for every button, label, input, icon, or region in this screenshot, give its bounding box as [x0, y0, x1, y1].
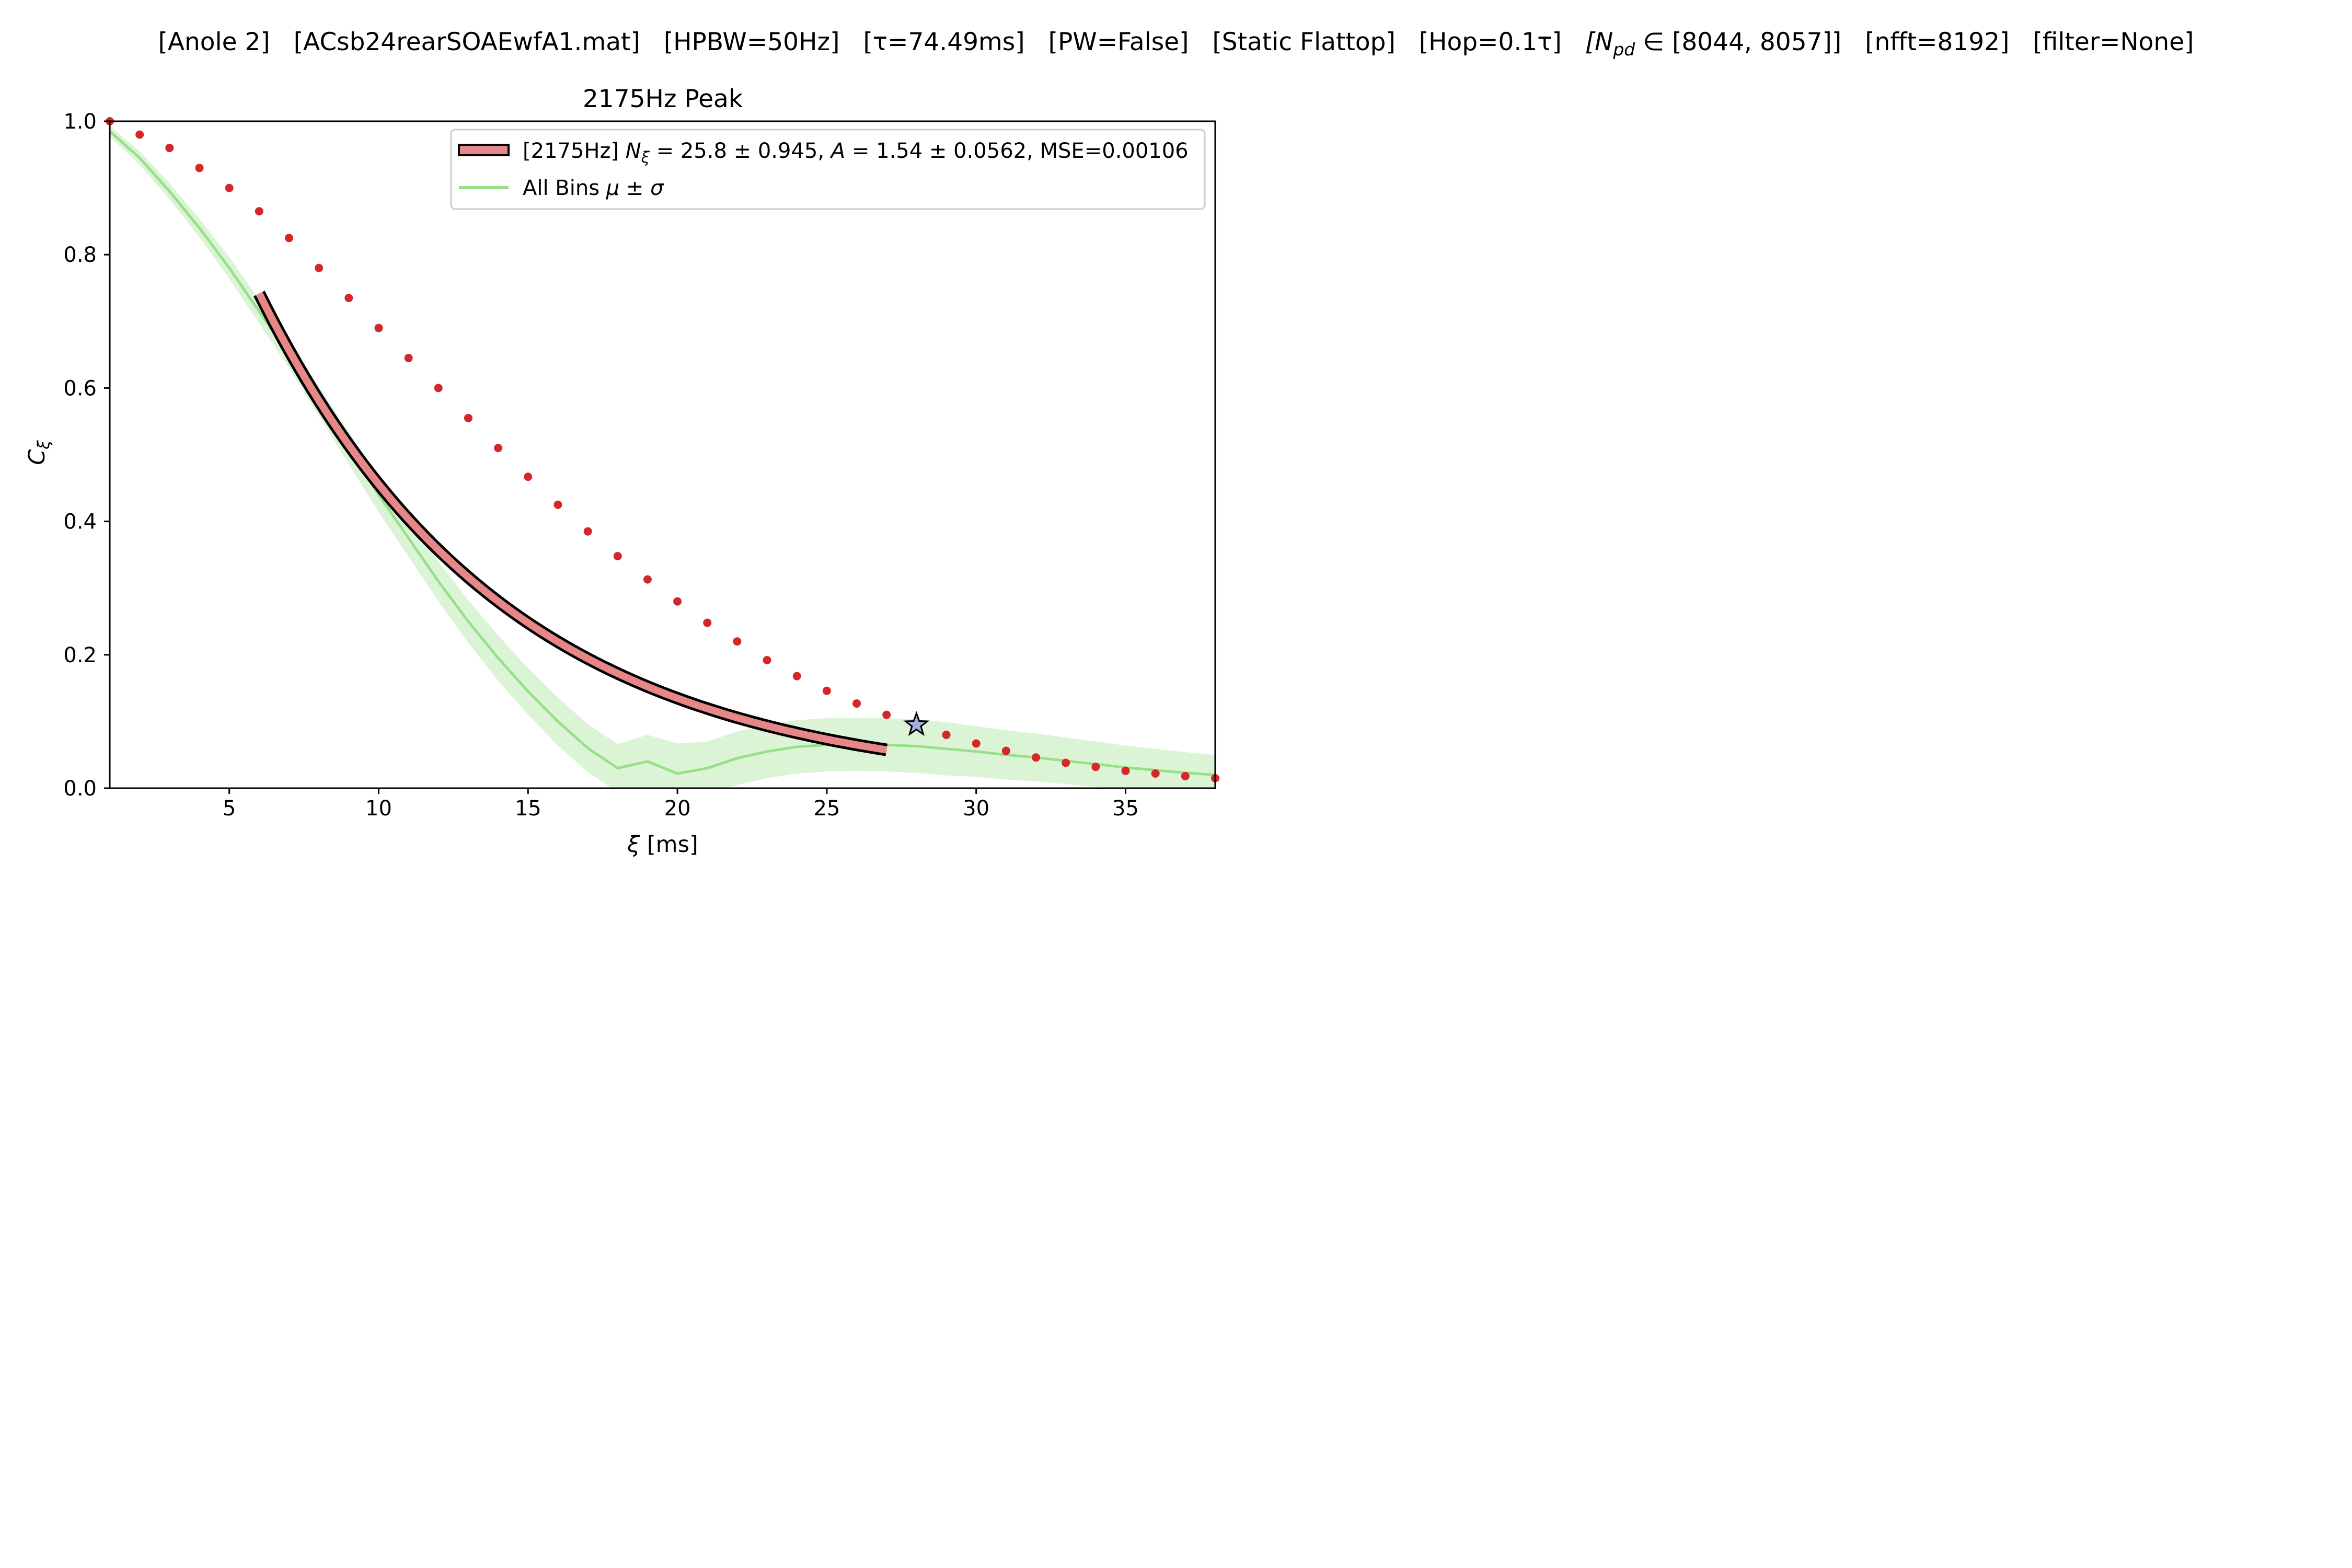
suptitle-part-10: ∈ [8044, 8057]] [1635, 28, 1841, 56]
x-axis-label-unit: [ms] [640, 832, 698, 858]
data-point [1091, 763, 1100, 771]
data-point [494, 444, 502, 452]
data-point [1062, 759, 1070, 767]
x-axis-label-symbol: ξ [627, 832, 640, 858]
fit-layer [259, 294, 886, 750]
x-tick-label: 35 [1112, 797, 1139, 821]
x-tick-label: 30 [963, 797, 989, 821]
x-tick-label: 15 [515, 797, 541, 821]
data-point [823, 687, 831, 695]
legend-fit-tail: = 1.54 ± 0.0562, MSE=0.00106 [845, 139, 1188, 163]
data-point [972, 740, 981, 748]
x-axis-label: ξ [ms] [627, 832, 698, 858]
axes-title: 2175Hz Peak [583, 85, 743, 113]
data-point [285, 234, 293, 242]
data-point [405, 354, 413, 362]
data-point [614, 552, 622, 560]
y-axis-label-symbol: C [24, 449, 50, 465]
data-point [315, 264, 323, 272]
points-layer [106, 117, 1219, 782]
data-point [554, 501, 562, 509]
suptitle-part-12: [filter=None] [2033, 28, 2194, 56]
band-mean-line [110, 131, 1215, 775]
band-fill-area [110, 126, 1215, 803]
suptitle-part-5: [PW=False] [1048, 28, 1189, 56]
suptitle-part-4: [τ=74.49ms] [863, 28, 1024, 56]
legend-fit-prefix: [2175Hz] [523, 139, 626, 163]
suptitle-part-8: [N [1585, 28, 1613, 56]
legend-fit-label: [2175Hz] Nξ = 25.8 ± 0.945, A = 1.54 ± 0… [523, 139, 1189, 166]
y-ticks: 0.0 0.2 0.4 0.6 0.8 1.0 [63, 110, 110, 801]
figure-suptitle: [Anole 2] [ACsb24rearSOAEwfA1.mat] [HPBW=5… [158, 28, 2194, 60]
data-point [1151, 769, 1160, 778]
data-point [464, 414, 472, 422]
data-point [225, 184, 234, 192]
data-point [524, 472, 532, 481]
x-tick-label: 5 [223, 797, 236, 821]
data-point [852, 699, 861, 708]
data-point [195, 164, 203, 172]
suptitle-part-6: [Static Flattop] [1212, 28, 1395, 56]
data-point [643, 575, 652, 584]
data-point [255, 207, 263, 215]
legend-band-prefix: All Bins [523, 176, 606, 200]
x-tick-label: 10 [365, 797, 392, 821]
y-tick-label: 0.8 [63, 243, 97, 267]
data-point [344, 294, 353, 302]
data-point [1181, 772, 1190, 780]
suptitle-part-3: [HPBW=50Hz] [664, 28, 840, 56]
y-tick-label: 0.2 [63, 643, 97, 667]
data-point [434, 384, 443, 392]
legend-fit-n-value: = 25.8 ± 0.945, [650, 139, 831, 163]
legend-fit-swatch [459, 145, 509, 155]
suptitle-part-11: [nfft=8192] [1865, 28, 2009, 56]
data-point [882, 711, 891, 719]
legend: [2175Hz] Nξ = 25.8 ± 0.945, A = 1.54 ± 0… [451, 130, 1205, 209]
data-point [584, 527, 592, 536]
data-point [763, 656, 771, 664]
data-point [703, 619, 711, 627]
data-point [673, 597, 682, 606]
data-point [165, 144, 174, 152]
data-point [1002, 747, 1010, 755]
x-tick-label: 20 [664, 797, 691, 821]
data-point [1122, 767, 1130, 775]
x-tick-label: 25 [813, 797, 840, 821]
data-point [374, 324, 383, 332]
suptitle-part-1: [Anole 2] [158, 28, 270, 56]
y-tick-label: 1.0 [63, 110, 97, 134]
y-tick-label: 0.6 [63, 376, 97, 400]
data-point [793, 672, 801, 681]
data-point [1032, 753, 1040, 762]
fit-curve [259, 294, 886, 750]
y-axis-label-subscript: ξ [34, 440, 53, 450]
fit-curve-edge [259, 294, 886, 750]
legend-band-math: μ ± σ [606, 176, 664, 200]
data-point [135, 131, 144, 139]
data-point [942, 731, 951, 739]
y-axis-label: Cξ [24, 440, 53, 465]
x-ticks: 5 10 15 20 25 30 35 [223, 788, 1139, 821]
band-layer [110, 126, 1215, 803]
y-tick-label: 0.0 [63, 777, 97, 801]
suptitle-part-7: [Hop=0.1τ] [1419, 28, 1562, 56]
legend-fit-n: N [626, 139, 641, 163]
y-tick-label: 0.4 [63, 510, 97, 534]
legend-band-label: All Bins μ ± σ [523, 176, 664, 200]
legend-fit-a: A [829, 139, 845, 163]
suptitle-part-9: pd [1612, 39, 1635, 60]
data-point [733, 637, 741, 645]
legend-fit-n-subscript: ξ [641, 148, 650, 166]
suptitle-part-2: [ACsb24rearSOAEwfA1.mat] [294, 28, 640, 56]
